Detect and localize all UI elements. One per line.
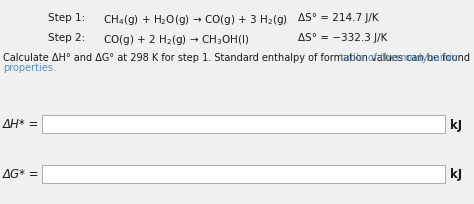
Text: properties.: properties. xyxy=(3,63,56,73)
Text: ΔH* =: ΔH* = xyxy=(3,118,39,131)
FancyBboxPatch shape xyxy=(42,165,445,183)
Text: kJ: kJ xyxy=(450,118,462,131)
Text: CH$_4$(g) + H$_2$O(g) → CO(g) + 3 H$_2$(g): CH$_4$(g) + H$_2$O(g) → CO(g) + 3 H$_2$(… xyxy=(103,13,288,27)
Text: ΔS° = 214.7 J/K: ΔS° = 214.7 J/K xyxy=(298,13,379,23)
FancyBboxPatch shape xyxy=(42,115,445,133)
Text: Calculate ΔH° and ΔG° at 298 K for step 1. Standard enthalpy of formation values: Calculate ΔH° and ΔG° at 298 K for step … xyxy=(3,53,474,63)
Text: Step 1:: Step 1: xyxy=(48,13,85,23)
Text: ΔS° = −332.3 J/K: ΔS° = −332.3 J/K xyxy=(298,33,387,43)
Text: table of thermodynamic: table of thermodynamic xyxy=(340,53,457,63)
Text: Step 2:: Step 2: xyxy=(48,33,85,43)
Text: ΔG* =: ΔG* = xyxy=(3,168,40,181)
Text: kJ: kJ xyxy=(450,168,462,181)
Text: CO(g) + 2 H$_2$(g) → CH$_3$OH(l): CO(g) + 2 H$_2$(g) → CH$_3$OH(l) xyxy=(103,33,249,47)
